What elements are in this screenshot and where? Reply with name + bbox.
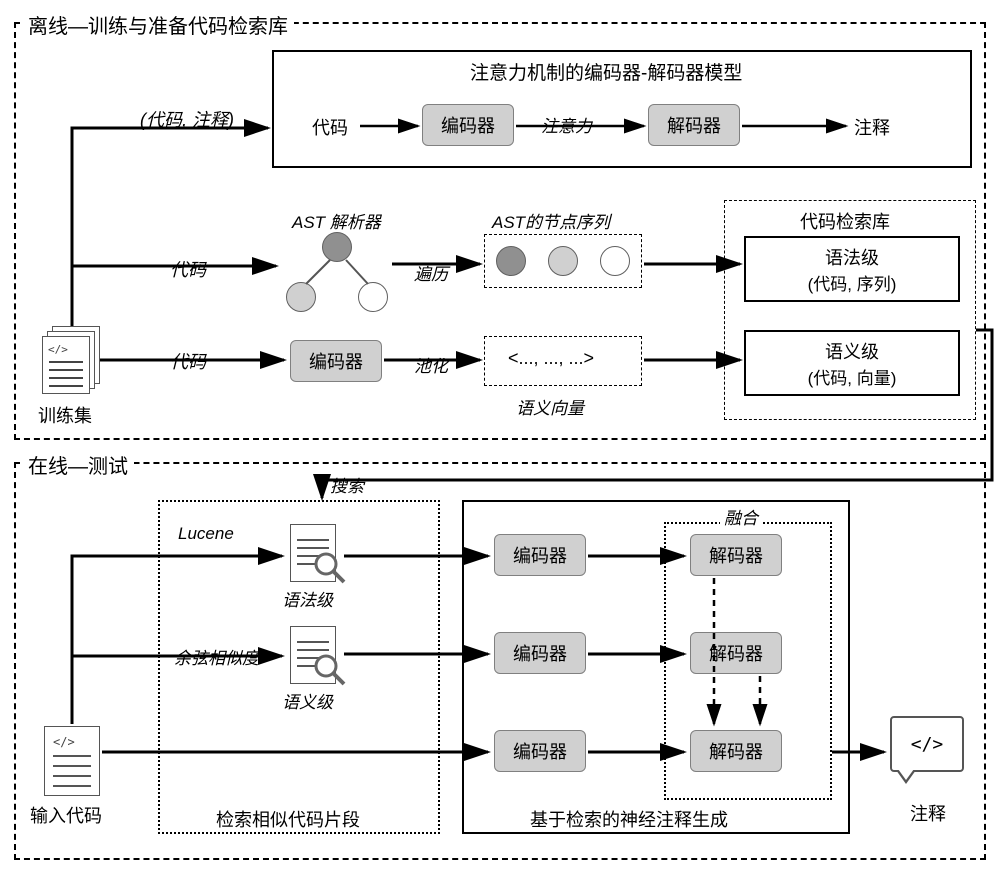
enc-1-label: 编码器 bbox=[513, 542, 567, 568]
input-code-label: 输入代码 bbox=[30, 802, 102, 828]
enc-3: 编码器 bbox=[494, 730, 586, 772]
enc-2-label: 编码器 bbox=[513, 640, 567, 666]
retrieve-box-label: 检索相似代码片段 bbox=[216, 806, 360, 832]
syntax-line2: (代码, 序列) bbox=[746, 270, 958, 295]
pool-encoder: 编码器 bbox=[290, 340, 382, 382]
attn-code: 代码 bbox=[312, 114, 348, 140]
retrieval-lib-title: 代码检索库 bbox=[800, 208, 890, 234]
training-set-icon: </> bbox=[42, 326, 102, 396]
cosine-label: 余弦相似度 bbox=[174, 644, 259, 669]
syntax-level-label: 语法级 bbox=[282, 586, 333, 611]
ast-node-right bbox=[358, 282, 388, 312]
dec-1-label: 解码器 bbox=[709, 542, 763, 568]
comment-bubble: </> bbox=[890, 716, 964, 772]
dec-2-label: 解码器 bbox=[709, 640, 763, 666]
syntax-level-box: 语法级 (代码, 序列) bbox=[744, 236, 960, 302]
fusion-label: 融合 bbox=[720, 504, 762, 529]
sem-vec-text: <..., ..., ...> bbox=[508, 348, 594, 369]
semantic-line1: 语义级 bbox=[746, 338, 958, 364]
comment-label: 注释 bbox=[910, 800, 946, 826]
attn-decoder: 解码器 bbox=[648, 104, 740, 146]
sem-vec-label: 语义向量 bbox=[516, 394, 584, 419]
pooling-label: 池化 bbox=[414, 352, 448, 377]
ast-node-left bbox=[286, 282, 316, 312]
code-label-2: 代码 bbox=[170, 348, 206, 374]
semantic-level-label: 语义级 bbox=[282, 688, 333, 713]
lucene-label: Lucene bbox=[178, 524, 234, 544]
syntax-line1: 语法级 bbox=[746, 244, 958, 270]
attention-model-title: 注意力机制的编码器-解码器模型 bbox=[470, 58, 742, 85]
code-glyph: </> bbox=[911, 734, 944, 755]
training-set-label: 训练集 bbox=[38, 402, 92, 428]
offline-title: 离线—训练与准备代码检索库 bbox=[22, 10, 294, 39]
dec-1: 解码器 bbox=[690, 534, 782, 576]
dec-3-label: 解码器 bbox=[709, 738, 763, 764]
search-label: 搜索 bbox=[330, 472, 364, 497]
traverse-label: 遍历 bbox=[414, 260, 448, 285]
magnifier-icon-1 bbox=[314, 552, 348, 586]
seq-node-3 bbox=[600, 246, 630, 276]
attn-decoder-label: 解码器 bbox=[667, 112, 721, 138]
attn-comment: 注释 bbox=[854, 114, 890, 140]
seq-node-2 bbox=[548, 246, 578, 276]
neural-box-label: 基于检索的神经注释生成 bbox=[530, 806, 728, 832]
pair-label: (代码, 注释) bbox=[140, 106, 234, 132]
magnifier-icon-2 bbox=[314, 654, 348, 688]
attn-encoder-label: 编码器 bbox=[441, 112, 495, 138]
code-label-1: 代码 bbox=[170, 256, 206, 282]
input-code-icon: </> bbox=[44, 726, 100, 796]
attn-encoder: 编码器 bbox=[422, 104, 514, 146]
ast-node-root bbox=[322, 232, 352, 262]
ast-seq-label: AST的节点序列 bbox=[492, 208, 610, 233]
ast-parser-label: AST 解析器 bbox=[292, 208, 381, 233]
dec-3: 解码器 bbox=[690, 730, 782, 772]
enc-1: 编码器 bbox=[494, 534, 586, 576]
semantic-level-box: 语义级 (代码, 向量) bbox=[744, 330, 960, 396]
attn-attention: 注意力 bbox=[541, 112, 592, 137]
enc-2: 编码器 bbox=[494, 632, 586, 674]
seq-node-1 bbox=[496, 246, 526, 276]
enc-3-label: 编码器 bbox=[513, 738, 567, 764]
dec-2: 解码器 bbox=[690, 632, 782, 674]
online-title: 在线—测试 bbox=[22, 450, 134, 479]
pool-encoder-label: 编码器 bbox=[309, 348, 363, 374]
semantic-line2: (代码, 向量) bbox=[746, 364, 958, 389]
